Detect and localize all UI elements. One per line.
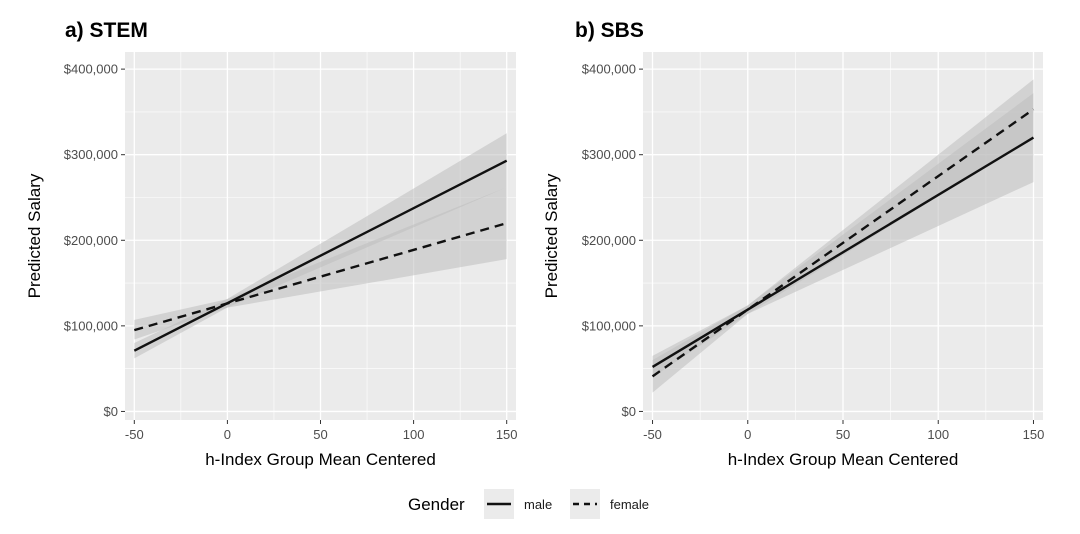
x-tick-label: 150 [496,427,518,442]
x-tick-label: 0 [744,427,751,442]
confidence-band-female [134,187,507,340]
legend: Gender male female [408,489,649,519]
legend-label-male: male [524,497,552,512]
panel-stem: -50 0 50 100 150 $0 $100,000 $200,000 $300,000 $4… [25,19,518,469]
panel-title: b) SBS [575,19,644,42]
y-tick-label: $200,000 [64,233,118,248]
x-tick-label: -50 [643,427,662,442]
x-tick-label: 100 [927,427,949,442]
panel-sbs: -50 0 50 100 150 $0 $100,000 $200,000 $300,000 $4… [542,19,1044,469]
y-tick-label: $0 [622,404,636,419]
series-line-male [651,136,1035,368]
y-tick-label: $400,000 [582,62,636,77]
series-line-female [651,108,1035,378]
y-tick-label: $100,000 [64,318,118,333]
x-axis-title: h-Index Group Mean Centered [205,450,436,469]
legend-key-female [570,489,600,519]
confidence-band-female [652,79,1034,393]
legend-label-female: female [610,497,649,512]
y-axis-title: Predicted Salary [542,173,561,298]
y-tick-label: $300,000 [582,147,636,162]
series-line-male [133,159,508,352]
x-tick-label: 50 [836,427,850,442]
legend-key-male [484,489,514,519]
y-axis-title: Predicted Salary [25,173,44,298]
series-line-female [133,222,508,332]
y-tick-label: $0 [104,404,118,419]
legend-title: Gender [408,495,465,514]
x-tick-label: -50 [125,427,144,442]
panel-title: a) STEM [65,19,148,42]
y-tick-label: $100,000 [582,318,636,333]
y-tick-label: $300,000 [64,147,118,162]
x-tick-label: 100 [403,427,425,442]
y-tick-label: $200,000 [582,233,636,248]
x-tick-label: 0 [224,427,231,442]
x-axis-title: h-Index Group Mean Centered [728,450,959,469]
y-tick-label: $400,000 [64,62,118,77]
x-tick-label: 150 [1023,427,1045,442]
x-tick-label: 50 [313,427,327,442]
